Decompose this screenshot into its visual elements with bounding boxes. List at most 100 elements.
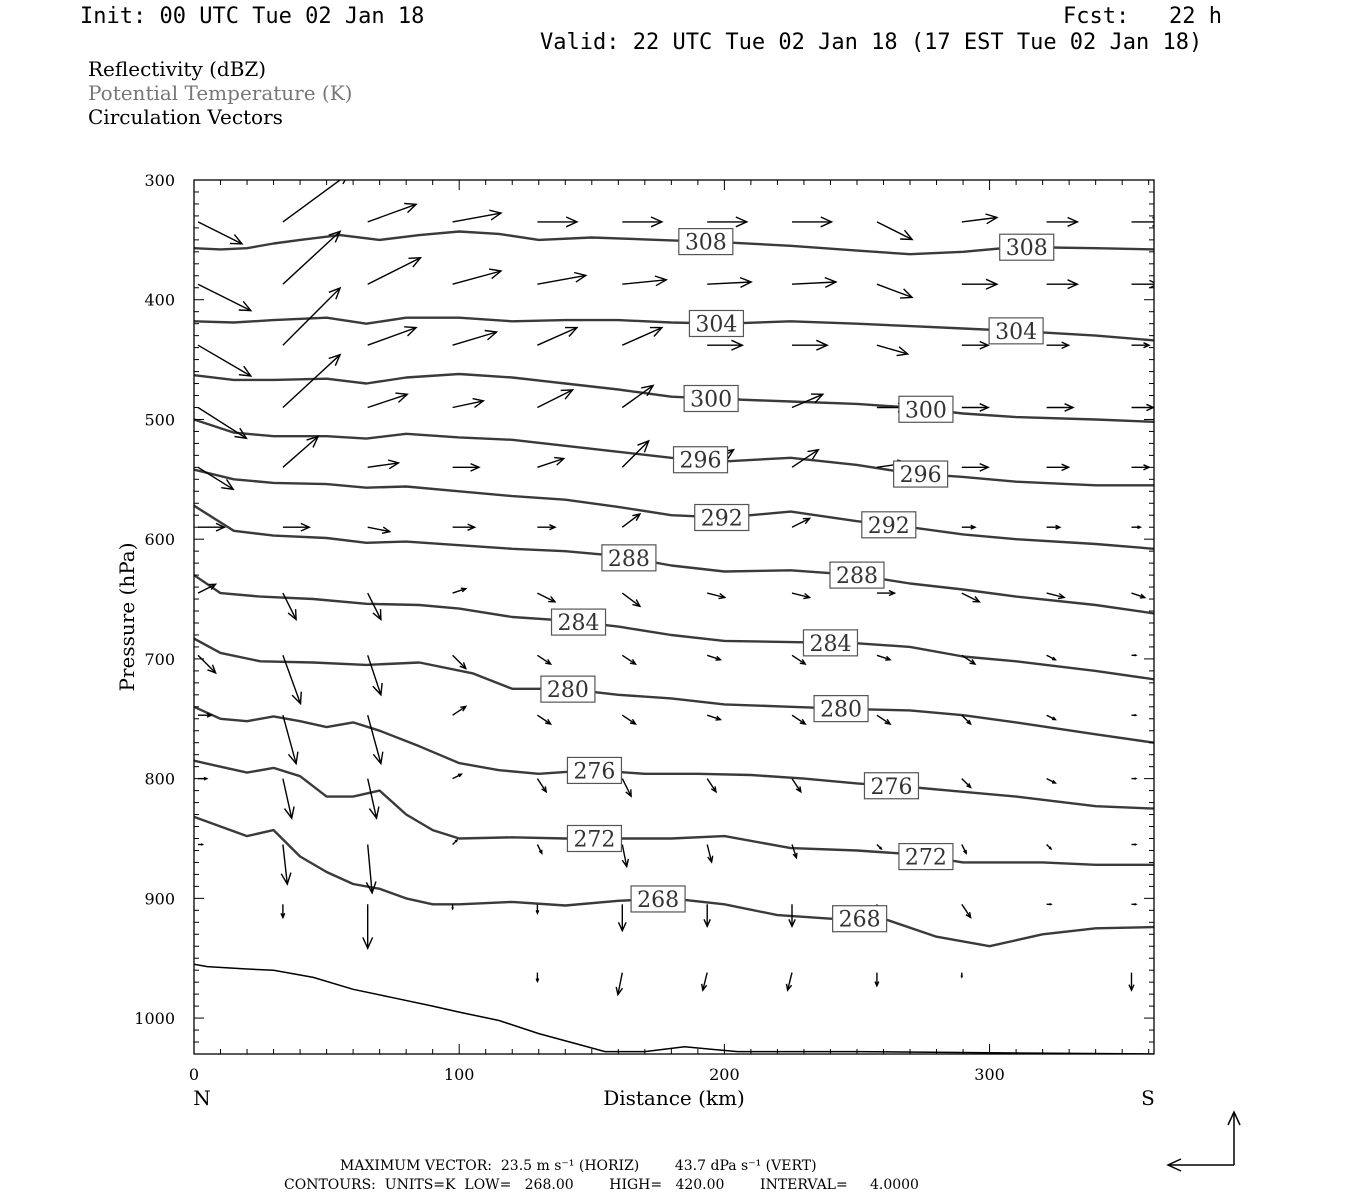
x-tick-labels: 0 100 200 300 <box>189 1065 1005 1084</box>
contour-label-text: 268 <box>839 908 881 933</box>
contour-line-276 <box>194 705 1154 810</box>
contour-line-308 <box>194 230 1154 256</box>
contour-label: 304 <box>688 309 745 337</box>
contour-label-text: 300 <box>905 398 947 423</box>
vector-arrow <box>791 276 838 289</box>
vector-arrow <box>961 844 967 855</box>
vector-arrow <box>791 448 820 468</box>
vector-arrow <box>452 329 499 346</box>
south-end-label: S <box>1141 1086 1155 1110</box>
vector-arrow <box>537 271 588 285</box>
contour-line-280 <box>194 637 1154 744</box>
contour-label-text: 268 <box>637 888 679 913</box>
vector-arrow <box>876 654 892 661</box>
contour-label-text: 272 <box>573 827 615 852</box>
vector-arrow <box>1046 844 1053 851</box>
vector-arrow <box>367 392 409 409</box>
vector-arrow <box>707 276 753 289</box>
vector-arrow <box>197 466 235 491</box>
vector-arrow <box>367 326 418 346</box>
x-tick-label: 100 <box>444 1065 475 1084</box>
contour-label: 292 <box>861 511 917 539</box>
vector-arrow <box>282 522 312 532</box>
vector-arrow <box>621 844 630 869</box>
vector-arrow <box>1131 592 1147 599</box>
vector-arrow <box>876 344 910 357</box>
plot-frame <box>193 179 1155 1055</box>
vector-arrow <box>791 517 812 528</box>
vector-arrow <box>617 904 627 933</box>
vector-arrow <box>280 904 286 920</box>
vector-arrow <box>621 714 637 725</box>
vector-arrow <box>791 592 812 600</box>
vector-arrow <box>1131 216 1154 227</box>
vector-arrow <box>452 209 503 223</box>
vector-arrow <box>537 216 579 228</box>
contour-label-text: 308 <box>685 231 727 256</box>
contour-line-300 <box>194 372 1154 423</box>
vector-arrow <box>282 655 302 706</box>
contour-label: 280 <box>813 695 869 723</box>
vector-arrow <box>788 904 796 929</box>
vector-arrow <box>198 522 227 532</box>
contour-label: 276 <box>566 756 623 784</box>
max-vector-text: MAXIMUM VECTOR: 23.5 m s⁻¹ (HORIZ) 43.7 … <box>340 1158 817 1174</box>
contour-label-text: 284 <box>809 632 851 657</box>
vector-arrow <box>1046 592 1066 600</box>
vector-arrow <box>791 654 807 666</box>
y-tick-label: 400 <box>144 291 175 310</box>
vector-arrow <box>367 526 392 534</box>
vector-arrow <box>452 397 486 409</box>
vector-arrow <box>615 972 624 997</box>
vector-arrow <box>282 353 342 409</box>
contour-label: 300 <box>683 384 739 413</box>
y-tick-label: 900 <box>144 889 175 908</box>
contour-label: 268 <box>630 885 686 913</box>
x-tick-label: 300 <box>974 1065 1005 1084</box>
contour-label-text: 288 <box>836 564 878 589</box>
vector-arrow <box>874 972 880 988</box>
vector-arrow <box>791 714 807 725</box>
vector-arrow <box>452 838 459 845</box>
vector-arrow <box>706 778 717 794</box>
vector-arrow <box>197 221 244 245</box>
vector-arrow <box>1131 903 1138 906</box>
vector-arrow <box>282 435 320 468</box>
x-axis-title: Distance (km) <box>603 1086 745 1110</box>
vector-arrow <box>1046 341 1071 350</box>
vector-arrow <box>876 221 914 241</box>
vector-arrow <box>1046 714 1057 721</box>
vector-arrow <box>961 340 990 350</box>
vector-arrow <box>536 778 548 794</box>
contour-label-text: 308 <box>1006 236 1048 261</box>
y-tick-label: 300 <box>144 171 175 190</box>
contour-label: 308 <box>999 233 1055 261</box>
vector-arrow <box>367 459 401 470</box>
vector-arrow <box>535 972 540 984</box>
vector-arrow <box>1046 654 1057 661</box>
y-tick-label: 1000 <box>134 1009 175 1028</box>
vector-arrow <box>1131 525 1142 530</box>
vector-arrow <box>961 524 977 530</box>
vector-arrow <box>1046 524 1062 530</box>
vector-arrow <box>197 406 248 440</box>
contour-line-288 <box>194 504 1154 615</box>
contour-label-text: 280 <box>820 698 862 723</box>
contour-label: 280 <box>540 675 596 703</box>
vector-arrow <box>1046 279 1080 290</box>
vector-arrow <box>537 714 553 725</box>
vector-arrow <box>703 904 711 929</box>
contour-label: 296 <box>893 460 949 488</box>
contour-label-text: 280 <box>547 678 589 703</box>
vector-arrow <box>282 230 342 285</box>
vector-arrow <box>876 283 914 299</box>
vector-arrow <box>367 592 382 622</box>
vector-arrow <box>707 216 749 228</box>
y-tick-labels: 300 400 500 600 700 800 900 1000 <box>134 171 175 1028</box>
contour-label: 308 <box>678 227 734 256</box>
y-tick-label: 700 <box>144 650 175 669</box>
vector-arrow <box>451 904 454 911</box>
contour-label: 284 <box>550 608 607 636</box>
contour-label-text: 296 <box>680 449 722 474</box>
